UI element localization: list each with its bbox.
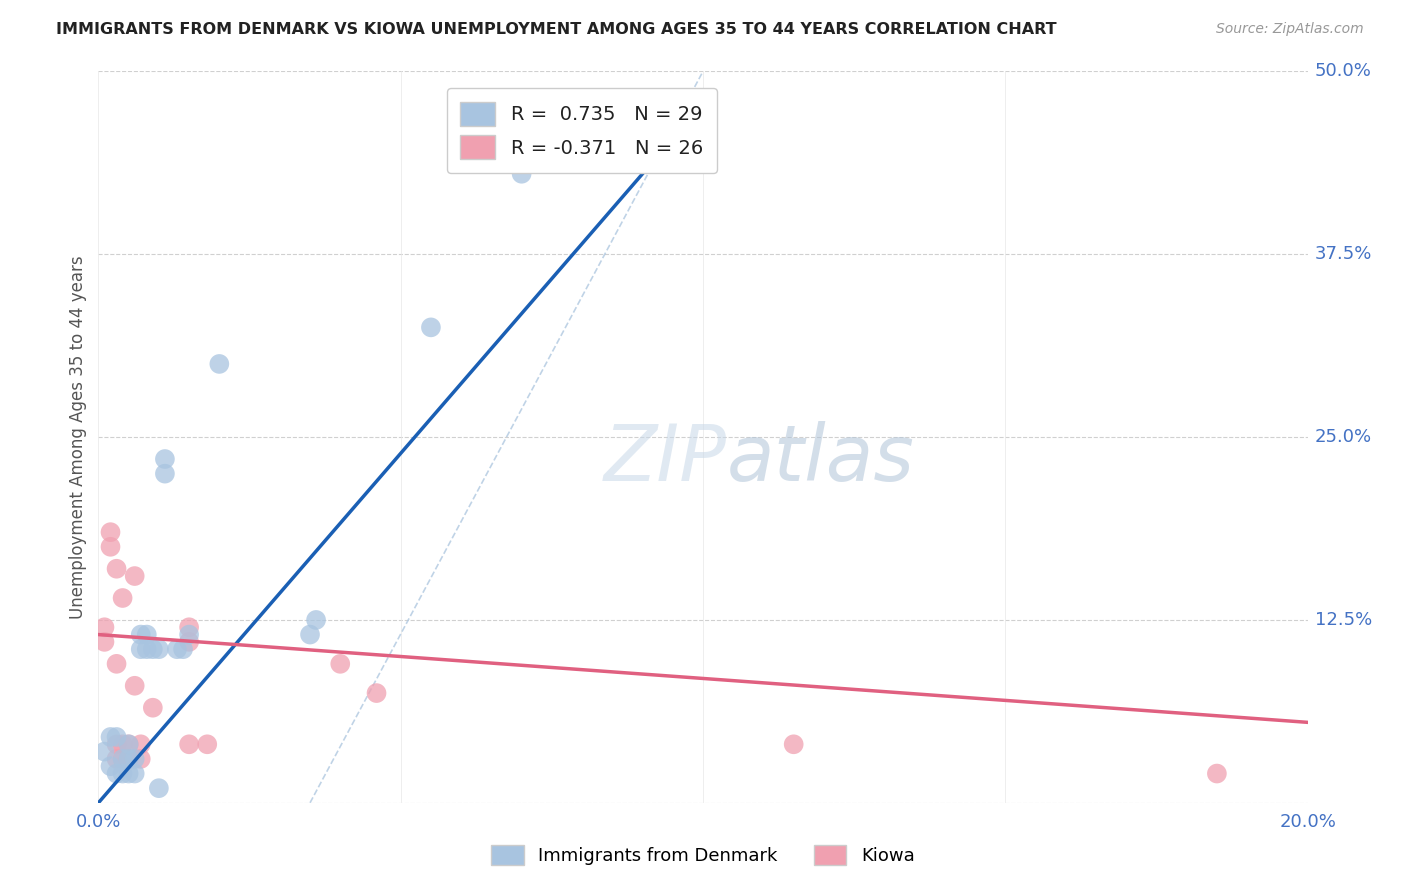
Point (177, 620, 201, 634)
Point (105, 737, 128, 751)
Point (105, 730, 128, 744)
Point (135, 642, 157, 657)
Point (299, 627, 322, 641)
Point (208, 357, 231, 371)
Point (177, 627, 201, 641)
Text: 50.0%: 50.0% (1315, 62, 1371, 80)
Point (93, 620, 115, 634)
Point (118, 737, 141, 751)
Point (105, 657, 128, 671)
Point (129, 642, 152, 657)
Point (329, 657, 352, 671)
Point (782, 737, 804, 751)
Point (111, 737, 134, 751)
Point (100, 759, 122, 773)
Point (1206, 766, 1229, 780)
Point (305, 613, 328, 627)
Text: IMMIGRANTS FROM DENMARK VS KIOWA UNEMPLOYMENT AMONG AGES 35 TO 44 YEARS CORRELAT: IMMIGRANTS FROM DENMARK VS KIOWA UNEMPLO… (56, 22, 1057, 37)
Point (148, 642, 170, 657)
Point (118, 766, 141, 780)
Point (177, 737, 201, 751)
Point (111, 591, 134, 605)
Point (153, 452, 176, 467)
Point (129, 737, 152, 751)
Point (124, 679, 146, 693)
Text: ZIP: ZIP (605, 421, 727, 497)
Point (100, 525, 122, 540)
Point (195, 737, 218, 751)
Point (100, 730, 122, 744)
Point (129, 752, 152, 766)
Point (124, 752, 146, 766)
Point (166, 642, 188, 657)
Point (118, 737, 141, 751)
Point (366, 686, 388, 700)
Point (118, 752, 141, 766)
Text: 25.0%: 25.0% (1315, 428, 1372, 446)
Text: Source: ZipAtlas.com: Source: ZipAtlas.com (1216, 22, 1364, 37)
Text: 37.5%: 37.5% (1315, 245, 1372, 263)
Point (111, 752, 134, 766)
Point (153, 467, 176, 481)
Legend: R =  0.735   N = 29, R = -0.371   N = 26: R = 0.735 N = 29, R = -0.371 N = 26 (447, 88, 717, 173)
Point (105, 766, 128, 780)
Point (111, 766, 134, 780)
Point (100, 540, 122, 554)
Point (105, 752, 128, 766)
Point (142, 700, 165, 714)
Point (93, 635, 115, 649)
Text: atlas: atlas (727, 421, 915, 497)
Point (135, 627, 157, 641)
Y-axis label: Unemployment Among Ages 35 to 44 years: Unemployment Among Ages 35 to 44 years (69, 255, 87, 619)
Text: 12.5%: 12.5% (1315, 611, 1372, 629)
Point (124, 569, 146, 583)
Point (172, 642, 194, 657)
Point (419, 320, 441, 334)
Point (111, 752, 134, 766)
Point (129, 627, 152, 641)
Point (148, 781, 170, 796)
Point (177, 635, 201, 649)
Point (93, 745, 115, 759)
Point (118, 752, 141, 766)
Point (105, 562, 128, 576)
Point (124, 766, 146, 780)
Legend: Immigrants from Denmark, Kiowa: Immigrants from Denmark, Kiowa (482, 836, 924, 874)
Point (510, 167, 533, 181)
Point (142, 642, 165, 657)
